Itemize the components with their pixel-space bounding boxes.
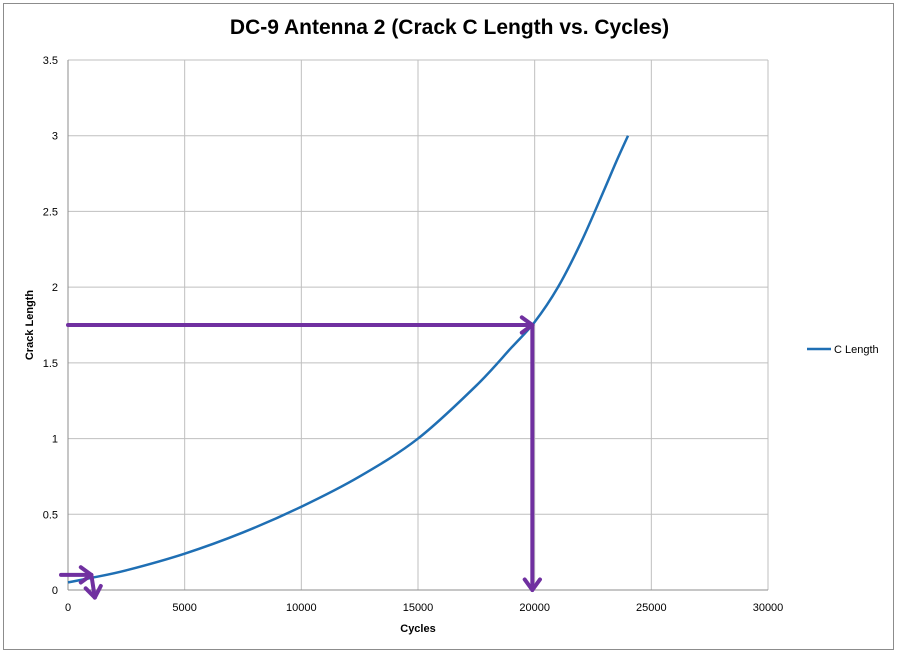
x-tick-label: 5000 bbox=[172, 602, 196, 614]
y-tick-label: 3.5 bbox=[43, 55, 58, 67]
x-tick-label: 30000 bbox=[753, 602, 784, 614]
y-tick-label: 2 bbox=[52, 282, 58, 294]
y-tick-label: 3 bbox=[52, 131, 58, 143]
y-axis-title: Crack Length bbox=[24, 290, 36, 361]
y-tick-label: 2.5 bbox=[43, 206, 58, 218]
x-tick-label: 15000 bbox=[403, 602, 434, 614]
annotation-arrow-shaft bbox=[89, 572, 97, 600]
x-tick-label: 20000 bbox=[519, 602, 550, 614]
tick-labels: 0 5000 10000 15000 20000 25000 30000 0 0.5 1 1.5 2 2… bbox=[43, 55, 784, 614]
y-tick-label: 0.5 bbox=[43, 509, 58, 521]
legend: C Length bbox=[807, 344, 879, 356]
x-tick-label: 10000 bbox=[286, 602, 317, 614]
series-layer bbox=[67, 135, 630, 584]
y-tick-label: 1 bbox=[52, 434, 58, 446]
x-tick-label: 25000 bbox=[636, 602, 667, 614]
annotation-arrow-head bbox=[83, 584, 103, 600]
y-tick-label: 0 bbox=[52, 585, 58, 597]
x-tick-label: 0 bbox=[65, 602, 71, 614]
annotation-arrow-head bbox=[522, 577, 542, 592]
chart-title: DC-9 Antenna 2 (Crack C Length vs. Cycle… bbox=[229, 16, 670, 39]
legend-label: C Length bbox=[834, 344, 879, 356]
series-line-c-length bbox=[67, 135, 630, 584]
annotation-layer bbox=[59, 315, 542, 600]
x-axis-title: Cycles bbox=[400, 623, 435, 635]
y-tick-label: 1.5 bbox=[43, 358, 58, 370]
